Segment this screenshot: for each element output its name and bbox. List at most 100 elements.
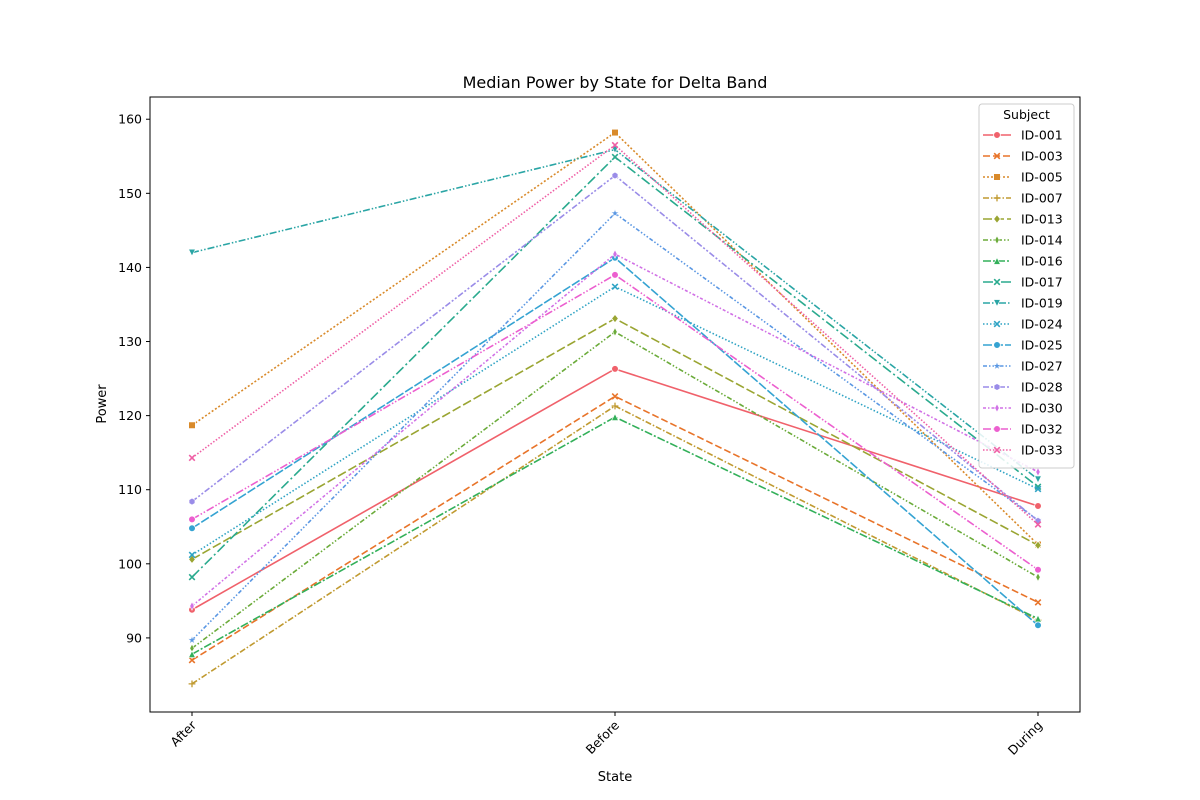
legend-label: ID-030 [1021,401,1063,416]
series-line [191,131,1039,546]
y-axis-label: Power [95,384,110,424]
legend-item: ID-016 [983,254,1063,269]
x-tick-label: During [1005,718,1045,758]
data-point [188,656,196,664]
data-point [611,283,619,291]
series-ID-025 [188,253,1042,630]
x-axis-label: State [598,770,632,785]
data-point [189,601,195,611]
legend-marker [993,299,1001,308]
series-ID-013 [188,313,1042,565]
legend-label: ID-032 [1021,422,1063,437]
data-point [1035,572,1041,582]
data-point [1034,483,1042,491]
y-tick-label: 160 [118,112,142,127]
y-tick-label: 100 [118,556,142,571]
legend-item: ID-024 [983,317,1063,332]
data-point [188,524,196,533]
legend-marker [993,425,1001,433]
data-point [188,515,196,524]
data-point [188,650,196,658]
legend-label: ID-014 [1021,233,1063,248]
legend-marker [992,361,1002,370]
legend-marker [993,320,1001,328]
y-tick-label: 130 [118,334,142,349]
data-point [611,128,619,137]
data-point [611,153,619,161]
legend-item: ID-005 [983,170,1063,185]
series-ID-028 [188,171,1042,525]
legend-item: ID-025 [983,338,1063,353]
legend-label: ID-001 [1021,128,1063,143]
legend-item: ID-017 [983,275,1063,290]
data-point [610,208,620,218]
data-point [611,413,619,421]
legend-marker [993,446,1001,454]
data-point [611,365,619,373]
series-line [191,416,1039,655]
data-point [1034,598,1042,606]
legend-marker [993,214,1001,224]
data-point [1034,475,1042,484]
y-tick-label: 110 [118,482,142,497]
data-point [611,313,619,324]
legend-label: ID-007 [1021,191,1063,206]
data-point [187,635,197,644]
legend-marker [993,173,1001,181]
data-point [612,327,618,337]
legend-marker [993,278,1001,286]
data-point [611,392,619,400]
series-ID-005 [188,128,1042,549]
y-tick-label: 120 [118,408,142,423]
data-point [1034,565,1042,574]
series-line [191,256,1039,626]
legend-item: ID-033 [983,443,1063,458]
series-line [191,395,1039,661]
legend-item: ID-032 [983,422,1063,437]
series-line [191,317,1039,561]
x-tick-label: Before [583,717,623,757]
y-tick-label: 140 [118,260,142,275]
data-point [1034,540,1042,551]
legend-item: ID-013 [983,212,1063,227]
series-ID-030 [189,249,1041,611]
data-point [188,680,196,688]
y-tick-label: 150 [118,186,142,201]
legend-label: ID-019 [1021,296,1063,311]
legend-item: ID-030 [983,401,1063,416]
legend-item: ID-019 [983,296,1063,311]
legend-label: ID-013 [1021,212,1063,227]
legend-marker [994,403,1000,413]
data-point [612,249,618,259]
legend-label: ID-027 [1021,359,1063,374]
legend-title: Subject [1003,107,1050,122]
legend-item: ID-028 [983,380,1063,395]
data-point [1034,621,1042,630]
data-point [188,551,196,559]
data-point [1034,485,1042,493]
legend-marker [993,383,1001,391]
legend-label: ID-024 [1021,317,1063,332]
legend-label: ID-003 [1021,149,1063,164]
data-point [1034,521,1042,528]
data-point [188,248,196,257]
legend-label: ID-017 [1021,275,1063,290]
legend-marker [993,152,1001,160]
legend-label: ID-028 [1021,380,1063,395]
series-ID-033 [188,141,1042,528]
series-ID-024 [188,283,1042,559]
legend-label: ID-025 [1021,338,1063,353]
legend-marker [993,131,1001,139]
legend-label: ID-005 [1021,170,1063,185]
series-ID-014 [189,327,1041,654]
legend: Subject ID-001 ID-003 ID-005 ID-007 ID-013 ID-… [978,103,1075,469]
legend-item: ID-001 [983,128,1063,143]
data-point [188,573,196,581]
data-point [1035,467,1041,477]
legend-item: ID-007 [983,191,1063,206]
series-ID-016 [188,413,1042,658]
chart-title: Median Power by State for Delta Band [463,73,768,92]
series-line [191,174,1039,522]
data-point [188,454,196,462]
legend-box [978,103,1075,469]
